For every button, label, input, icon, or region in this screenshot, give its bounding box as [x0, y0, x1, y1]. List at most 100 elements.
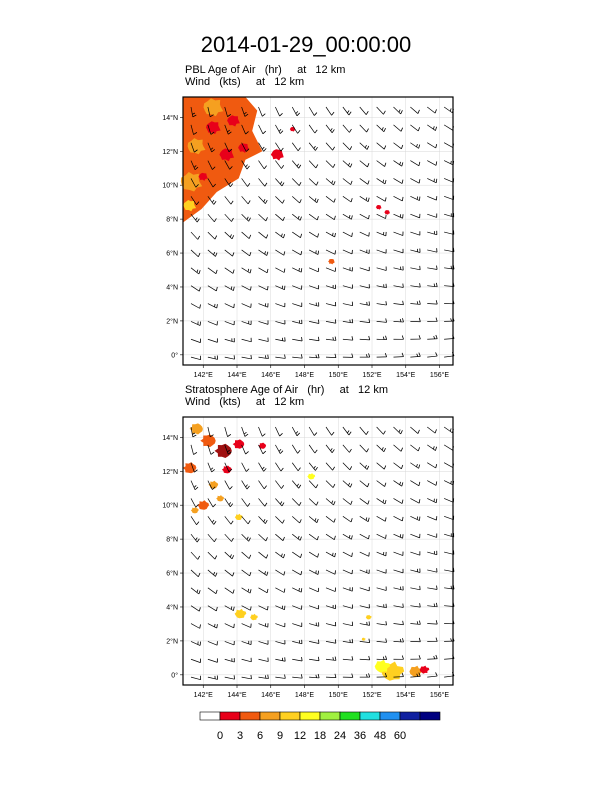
wind-barb	[275, 354, 286, 359]
panel1-title: PBL Age of Air (hr) at 12 km	[185, 64, 346, 76]
wind-barb	[376, 318, 387, 323]
wind-barb	[275, 106, 283, 117]
wind-barb	[427, 160, 438, 166]
lat-tick-label: 6°N	[166, 570, 178, 578]
wind-barb	[275, 657, 286, 662]
wind-barb	[275, 196, 285, 204]
wind-barb	[241, 551, 252, 559]
wind-barb	[342, 462, 353, 471]
wind-barb	[241, 124, 249, 135]
age-of-air-patch	[200, 434, 216, 448]
wind-barb	[308, 196, 319, 203]
age-of-air-patch	[258, 442, 267, 449]
wind-barb	[359, 533, 370, 540]
colorbar-swatch	[299, 711, 321, 721]
wind-barb	[292, 319, 303, 325]
wind-barb	[393, 283, 404, 288]
wind-barb	[241, 587, 252, 594]
wind-barb	[393, 124, 403, 132]
wind-barb	[258, 462, 267, 472]
wind-barb	[325, 301, 337, 307]
wind-barb	[241, 320, 252, 326]
wind-barb	[258, 320, 269, 325]
wind-barb	[190, 462, 198, 473]
wind-barb	[342, 178, 353, 185]
wind-barb	[393, 533, 404, 539]
wind-barb	[342, 249, 353, 255]
wind-barb	[427, 230, 438, 236]
wind-barb	[359, 231, 370, 237]
wind-barb	[325, 106, 335, 116]
wind-barb	[224, 605, 235, 611]
wind-barb	[359, 655, 371, 661]
wind-barb	[393, 568, 404, 574]
wind-barb	[427, 480, 438, 486]
wind-barb	[207, 303, 218, 309]
wind-barb	[292, 516, 302, 524]
wind-barb	[325, 587, 336, 592]
wind-barb	[443, 178, 455, 183]
wind-barb	[275, 178, 285, 187]
wind-barb	[376, 142, 387, 150]
wind-barb	[258, 426, 266, 437]
wind-barb	[427, 533, 438, 538]
wind-barb	[275, 302, 286, 308]
wind-barb	[325, 249, 336, 255]
wind-barb	[342, 551, 353, 557]
wind-barb	[224, 267, 235, 274]
wind-barb	[359, 196, 370, 202]
wind-barb	[359, 335, 371, 341]
wind-barb	[275, 142, 284, 152]
wind-barb	[190, 160, 199, 171]
wind-barb	[190, 178, 199, 188]
wind-barb	[292, 196, 302, 204]
wind-barb	[291, 480, 302, 489]
wind-barb	[342, 284, 353, 289]
wind-barb	[292, 622, 303, 627]
wind-barb	[275, 124, 284, 134]
gridlines	[183, 97, 453, 365]
wind-barb	[258, 480, 267, 490]
wind-barb	[207, 480, 216, 490]
wind-barb	[427, 213, 438, 218]
wind-barb	[275, 640, 286, 645]
wind-barb	[224, 587, 235, 594]
wind-barb	[291, 106, 301, 117]
wind-barb	[376, 638, 387, 643]
wind-barb	[376, 106, 386, 115]
wind-barb	[393, 318, 404, 323]
wind-barb	[393, 516, 404, 522]
age-of-air-patch	[187, 138, 206, 155]
wind-barb	[410, 655, 421, 660]
wind-barb	[224, 533, 234, 542]
colorbar-swatch	[359, 711, 381, 721]
wind-barb	[308, 533, 319, 541]
wind-barb	[207, 516, 217, 525]
wind-barb	[308, 480, 319, 489]
wind-barb	[443, 106, 454, 114]
wind-barb	[291, 444, 301, 454]
age-of-air-patch	[384, 210, 390, 215]
wind-barb	[427, 265, 438, 270]
wind-barb	[359, 480, 370, 488]
wind-barb	[443, 444, 454, 451]
wind-barb	[241, 213, 251, 222]
wind-barb	[393, 480, 404, 487]
wind-barb	[376, 480, 387, 487]
wind-barb	[190, 444, 198, 455]
lon-tick-label: 148°E	[295, 371, 314, 379]
wind-barb	[427, 352, 438, 358]
age-of-air-patch	[365, 614, 372, 620]
wind-barb	[258, 551, 269, 559]
wind-barb	[190, 213, 200, 223]
wind-barb	[342, 621, 354, 627]
wind-barb	[410, 352, 421, 358]
wind-barb	[190, 355, 202, 361]
wind-barb	[410, 265, 421, 271]
wind-barb	[376, 603, 387, 609]
wind-barb	[190, 338, 201, 343]
wind-barb	[241, 267, 252, 274]
wind-barb	[427, 637, 438, 642]
wind-barb	[427, 602, 438, 608]
wind-barb	[258, 124, 267, 135]
